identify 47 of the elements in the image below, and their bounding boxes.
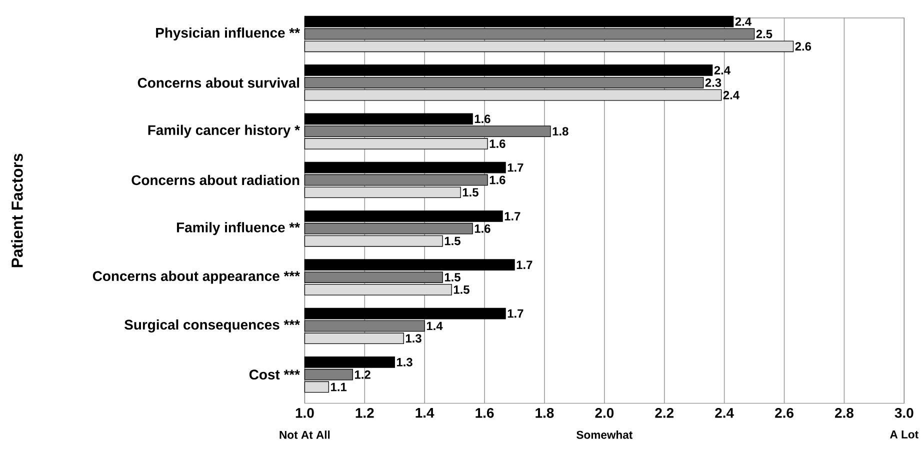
- y-tick-label: Physician influence **: [156, 27, 300, 40]
- data-label: 1.3: [396, 358, 412, 366]
- data-label: 1.5: [454, 285, 470, 294]
- x-tick-label: 3.0: [894, 408, 914, 418]
- data-label: 2.6: [795, 42, 812, 51]
- x-tick-label: 1.8: [536, 408, 554, 418]
- data-label: 1.6: [474, 224, 490, 233]
- data-label: 1.7: [508, 309, 524, 318]
- x-tick-label: 2.6: [775, 408, 794, 418]
- data-label: 2.3: [705, 78, 722, 87]
- y-tick-label: Family cancer history *: [148, 124, 300, 138]
- y-axis-title: Patient Factors: [11, 154, 23, 268]
- data-label: 1.1: [331, 382, 347, 392]
- text: A Lot: [890, 430, 918, 438]
- y-tick-label: Concerns about radiation: [132, 174, 300, 186]
- data-label: 1.8: [552, 127, 568, 136]
- data-label: 1.6: [490, 176, 506, 184]
- data-label: 1.2: [355, 370, 370, 379]
- x-tick-label: 1.2: [356, 408, 374, 418]
- data-label: 2.4: [723, 90, 740, 100]
- data-label: 1.7: [516, 260, 532, 269]
- data-label: 1.3: [406, 334, 422, 343]
- data-label: 1.5: [462, 188, 478, 197]
- x-tick-label: 1.6: [476, 408, 494, 418]
- data-label: 1.5: [444, 236, 460, 246]
- x-tick-label: 2.0: [595, 408, 614, 418]
- data-label: 1.4: [426, 322, 443, 330]
- data-label: 2.4: [714, 66, 730, 74]
- x-tick-label: 2.4: [715, 408, 734, 418]
- y-tick-label: Surgical consequences ***: [124, 319, 300, 332]
- text: Somewhat: [576, 430, 633, 439]
- x-tick-label: 2.2: [655, 408, 674, 418]
- data-label: 1.6: [490, 139, 506, 148]
- y-tick-label: Family influence **: [177, 222, 300, 236]
- data-label: 1.7: [504, 212, 520, 220]
- data-label: 1.7: [508, 163, 524, 172]
- data-label: 2.4: [735, 17, 752, 26]
- x-tick-label: 1.0: [296, 408, 314, 418]
- text: Not At All: [280, 430, 330, 439]
- y-tick-label: Concerns about survival: [138, 78, 300, 88]
- y-tick-label: Cost ***: [249, 370, 300, 380]
- data-label: 2.5: [756, 30, 772, 38]
- data-label: 1.5: [444, 273, 460, 282]
- y-tick-label: Concerns about appearance ***: [92, 270, 300, 284]
- x-tick-label: 1.4: [416, 408, 434, 418]
- x-tick-label: 2.8: [835, 408, 854, 418]
- data-label: 1.6: [474, 114, 490, 124]
